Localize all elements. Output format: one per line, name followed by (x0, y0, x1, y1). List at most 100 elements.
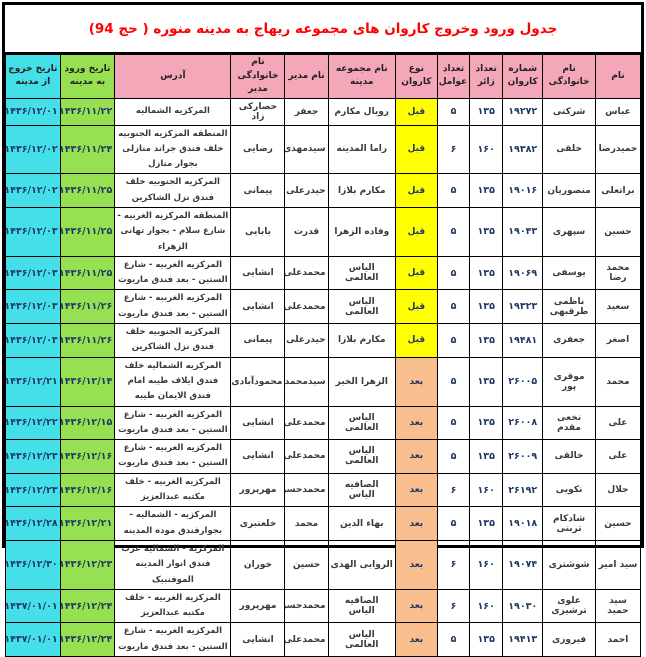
cell-medina-complex: مکارم بلازا (327, 173, 396, 208)
cell-medina-complex: مکارم بلازا (327, 323, 396, 358)
cell-medina-complex: الیاس العالمی (327, 255, 396, 291)
cell-name: علی (594, 405, 642, 441)
cell-pilgrim-count: ۱۳۵ (469, 405, 504, 441)
cell-family: جعفری (542, 323, 596, 358)
cell-staff-count: ۵ (436, 405, 471, 441)
table-row: سید حمید علوی ترشیزی ۱۹۰۳۰ ۱۶۰ ۶ بعد الص… (5, 588, 642, 624)
cell-staff-count: ۶ (436, 472, 471, 508)
cell-caravan-type: قبل (394, 255, 438, 291)
cell-caravan-type: بعد (394, 356, 438, 407)
cell-family: نکویی (542, 472, 596, 508)
table-body: عباس شرکتی ۱۹۲۷۲ ۱۳۵ ۵ قبل رویال مکارم ج… (5, 97, 642, 657)
cell-staff-count: ۶ (436, 539, 471, 590)
cell-pilgrim-count: ۱۶۰ (469, 588, 504, 624)
cell-name: علی (594, 439, 642, 474)
cell-medina-complex: الصافیه الیاس (327, 472, 396, 508)
cell-caravan-number: ۱۹۴۸۱ (502, 323, 544, 358)
caravan-schedule-table: نام نام خانوادگی شماره کاروان تعداد زائر… (5, 54, 642, 657)
cell-exit-date: ۱۴۳۶/۱۲/۰۳ (5, 255, 61, 291)
cell-manager-name: جعفر (284, 97, 329, 126)
cell-manager-family: محمودآبادی (230, 356, 286, 407)
cell-name: سید حمید (594, 588, 642, 624)
page-title: جدول ورود وخروج کاروان های مجموعه ریهاج … (88, 20, 558, 37)
cell-manager-name: حیدرعلی (284, 323, 329, 358)
cell-manager-name: قدرت (284, 206, 329, 257)
cell-manager-family: انشایی (230, 622, 286, 657)
cell-medina-complex: بهاء الدین (327, 506, 396, 541)
cell-pilgrim-count: ۱۳۵ (469, 439, 504, 474)
cell-staff-count: ۵ (436, 622, 471, 657)
cell-medina-complex: راما المدینه (327, 124, 396, 175)
table-row: سید امیر شوشتری ۱۹۰۷۴ ۱۶۰ ۶ بعد الروابی … (5, 539, 642, 590)
table-row: محمد رضا یوسفی ۱۹۰۶۹ ۱۳۵ ۵ قبل الیاس الع… (5, 255, 642, 291)
cell-name: سید امیر (594, 539, 642, 590)
table-row: عباس شرکتی ۱۹۲۷۲ ۱۳۵ ۵ قبل رویال مکارم ج… (5, 97, 642, 126)
cell-caravan-number: ۲۶۰۰۸ (502, 405, 544, 441)
cell-entry-date: ۱۴۳۶/۱۲/۱۵ (59, 405, 116, 441)
cell-caravan-number: ۲۶۱۹۲ (502, 472, 544, 508)
cell-entry-date: ۱۴۳۶/۱۲/۱۶ (59, 472, 116, 508)
col-header-name: نام (594, 54, 642, 99)
table-row: حسین سپهری ۱۹۰۴۳ ۱۳۵ ۵ قبل وفاده الزهرا … (5, 206, 642, 257)
cell-caravan-number: ۱۹۳۲۳ (502, 289, 544, 325)
cell-exit-date: ۱۴۳۶/۱۲/۳۰ (5, 539, 61, 590)
cell-caravan-type: قبل (394, 124, 438, 175)
col-header-caravan-type: نوع کاروان (394, 54, 438, 99)
cell-medina-complex: رویال مکارم (327, 97, 396, 126)
table-row: علی نخعی مقدم ۲۶۰۰۸ ۱۳۵ ۵ بعد الیاس العا… (5, 405, 642, 441)
cell-pilgrim-count: ۱۳۵ (469, 173, 504, 208)
table-title-box: جدول ورود وخروج کاروان های مجموعه ریهاج … (5, 5, 641, 54)
table-row: علی خالقی ۲۶۰۰۹ ۱۳۵ ۵ بعد الیاس العالمی … (5, 439, 642, 474)
cell-staff-count: ۵ (436, 255, 471, 291)
cell-entry-date: ۱۴۳۶/۱۱/۲۶ (59, 323, 116, 358)
cell-exit-date: ۱۴۳۶/۱۲/۰۳ (5, 206, 61, 257)
cell-caravan-type: بعد (394, 506, 438, 541)
table-row: احمد فیروزی ۱۹۴۱۳ ۱۳۵ ۵ بعد الیاس العالم… (5, 622, 642, 657)
col-header-pilgrim-count: تعداد زائر (469, 54, 504, 99)
cell-manager-family: پیمانی (230, 323, 286, 358)
cell-family: نخعی مقدم (542, 405, 596, 441)
cell-exit-date: ۱۴۳۶/۱۲/۲۲ (5, 405, 61, 441)
cell-caravan-type: قبل (394, 97, 438, 126)
cell-manager-name: محمدعلی (284, 405, 329, 441)
cell-family: علوی ترشیزی (542, 588, 596, 624)
cell-entry-date: ۱۴۳۶/۱۲/۱۶ (59, 439, 116, 474)
cell-pilgrim-count: ۱۶۰ (469, 124, 504, 175)
cell-address: المرکزیه الغربیه - خلف مکتبه عبدالعزیز (114, 588, 232, 624)
cell-entry-date: ۱۴۳۶/۱۱/۲۲ (59, 97, 116, 126)
cell-family: خلقی (542, 124, 596, 175)
cell-staff-count: ۵ (436, 356, 471, 407)
cell-entry-date: ۱۴۳۶/۱۱/۲۵ (59, 255, 116, 291)
cell-address: المرکزیه الجنوبیه خلف فندق نزل الشاکرین (114, 173, 232, 208)
cell-caravan-type: قبل (394, 173, 438, 208)
cell-name: سعید (594, 289, 642, 325)
cell-medina-complex: وفاده الزهرا (327, 206, 396, 257)
cell-name: حسین (594, 506, 642, 541)
cell-exit-date: ۱۴۳۶/۱۲/۰۳ (5, 323, 61, 358)
cell-entry-date: ۱۴۳۶/۱۲/۲۴ (59, 622, 116, 657)
cell-medina-complex: الصافیه الیاس (327, 588, 396, 624)
cell-manager-name: محمدحسن (284, 588, 329, 624)
cell-family: خالقی (542, 439, 596, 474)
cell-caravan-type: بعد (394, 622, 438, 657)
cell-address: المرکزیه الغربیه - شارع الستین - بعد فند… (114, 405, 232, 441)
cell-address: المرکزیه الغربیه - خلف مکتبه عبدالعزیز (114, 472, 232, 508)
cell-caravan-type: بعد (394, 439, 438, 474)
cell-caravan-number: ۱۹۰۱۸ (502, 506, 544, 541)
cell-family: موقری پور (542, 356, 596, 407)
cell-exit-date: ۱۴۳۶/۱۲/۲۳ (5, 439, 61, 474)
cell-manager-family: انشایی (230, 439, 286, 474)
cell-staff-count: ۶ (436, 588, 471, 624)
cell-address: المنطقه المرکزیه الجنوبیه خلف فندق جراند… (114, 124, 232, 175)
cell-address: المرکزیه الغربیه - شارع الستین - بعد فند… (114, 622, 232, 657)
col-header-exit-date: تاریخ خروج از مدینه (5, 54, 61, 99)
cell-manager-name: محمد (284, 506, 329, 541)
cell-entry-date: ۱۴۳۶/۱۱/۲۵ (59, 173, 116, 208)
cell-exit-date: ۱۴۳۷/۰۱/۰۱ (5, 622, 61, 657)
cell-staff-count: ۵ (436, 323, 471, 358)
cell-medina-complex: الروابی الهدی (327, 539, 396, 590)
cell-name: حسین (594, 206, 642, 257)
cell-caravan-number: ۱۹۰۶۹ (502, 255, 544, 291)
table-row: سعید ناظمی طرقبهی ۱۹۳۲۳ ۱۳۵ ۵ قبل الیاس … (5, 289, 642, 325)
cell-manager-family: پیمانی (230, 173, 286, 208)
